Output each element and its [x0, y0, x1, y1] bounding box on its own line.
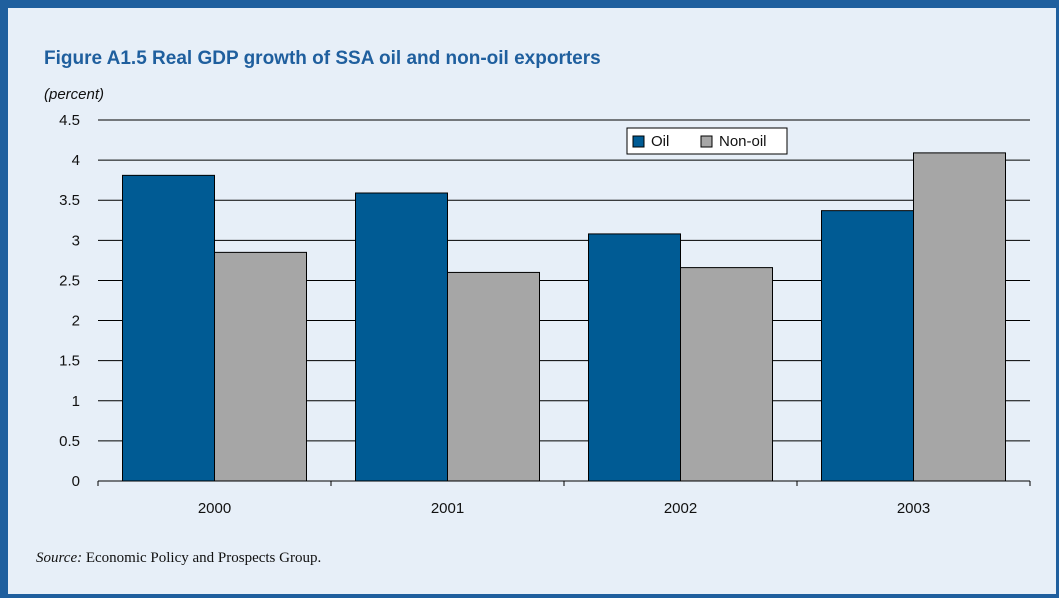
x-tick-label: 2003 — [897, 500, 930, 517]
y-tick-label: 0 — [72, 473, 80, 490]
legend-swatch — [632, 135, 645, 148]
x-tick-label: 2001 — [431, 500, 464, 517]
figure-title: Figure A1.5 Real GDP growth of SSA oil a… — [44, 48, 601, 69]
y-tick-label: 2 — [72, 313, 80, 330]
y-tick-label: 1.5 — [59, 353, 80, 370]
bar-non-oil — [447, 271, 540, 482]
bar-oil — [821, 210, 914, 482]
source-prefix: Source: — [36, 550, 83, 566]
legend-label: Non-oil — [719, 133, 767, 150]
legend-label: Oil — [651, 133, 669, 150]
source-text: Economic Policy and Prospects Group. — [82, 550, 322, 566]
x-tick-label: 2000 — [198, 500, 231, 517]
y-tick-label: 0.5 — [59, 433, 80, 450]
y-tick-label: 4.5 — [59, 112, 80, 129]
y-tick-label: 1 — [72, 393, 80, 410]
source-note: Source: Economic Policy and Prospects Gr… — [36, 550, 321, 567]
y-tick-label: 2.5 — [59, 272, 80, 289]
legend-swatch — [700, 135, 713, 148]
y-tick-label: 3 — [72, 232, 80, 249]
bar-oil — [122, 174, 215, 482]
x-tick-label: 2002 — [664, 500, 697, 517]
bar-non-oil — [680, 267, 773, 482]
units-label: (percent) — [44, 86, 105, 103]
y-tick-label: 4 — [72, 152, 80, 169]
bar-oil — [355, 192, 448, 482]
y-tick-label: 3.5 — [59, 192, 80, 209]
bar-non-oil — [913, 152, 1006, 482]
bar-non-oil — [214, 251, 307, 482]
bar-oil — [588, 233, 681, 482]
